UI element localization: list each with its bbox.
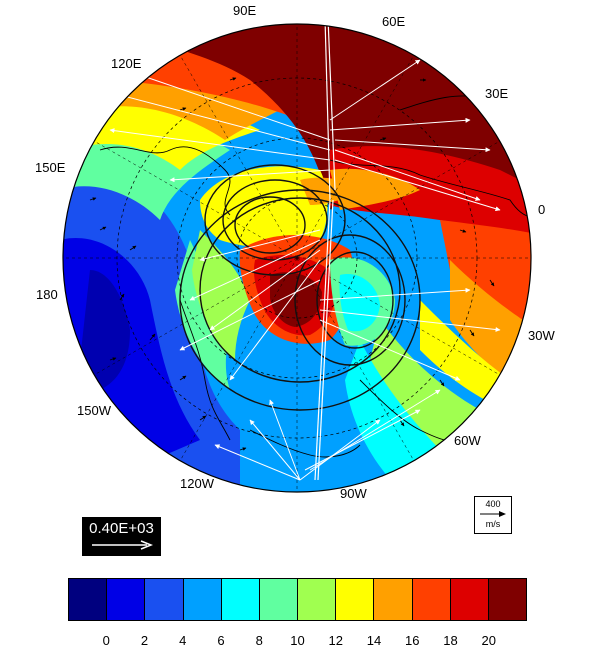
lon-label-60e: 60E	[382, 14, 405, 29]
colorbar-swatch	[336, 579, 374, 620]
colorbar-swatch	[69, 579, 107, 620]
colorbar-swatch	[145, 579, 183, 620]
lon-label-120w: 120W	[180, 476, 214, 491]
colorbar-swatch	[184, 579, 222, 620]
colorbar-tick-label: 12	[324, 633, 348, 648]
colorbar-swatch	[374, 579, 412, 620]
colorbar-tick-label: 6	[209, 633, 233, 648]
colorbar-tick-label: 8	[247, 633, 271, 648]
colorbar-swatch	[489, 579, 526, 620]
colorbar-tick-label: 16	[400, 633, 424, 648]
colorbar-tick-label: 10	[286, 633, 310, 648]
colorbar-tick-label: 0	[94, 633, 118, 648]
colorbar-tick-label: 14	[362, 633, 386, 648]
lon-label-180: 180	[36, 287, 58, 302]
colorbar-tick-label: 4	[171, 633, 195, 648]
scale-vector-box: 0.40E+03	[82, 517, 161, 556]
colorbar-tick-label: 2	[133, 633, 157, 648]
lon-label-90w: 90W	[340, 486, 367, 501]
lon-label-150w: 150W	[77, 403, 111, 418]
colorbar-swatch	[222, 579, 260, 620]
colorbar-tick-label: 18	[439, 633, 463, 648]
colorbar-swatch	[298, 579, 336, 620]
lon-label-120e: 120E	[111, 56, 141, 71]
map-fill	[60, 18, 540, 500]
colorbar-swatch	[451, 579, 489, 620]
reference-vector-box: 400 m/s	[474, 496, 512, 534]
reference-arrow-icon	[479, 510, 507, 518]
lon-label-0: 0	[538, 202, 545, 217]
colorbar-swatch	[107, 579, 145, 620]
scale-vector-label: 0.40E+03	[82, 520, 161, 537]
colorbar	[68, 578, 527, 621]
lon-label-30e: 30E	[485, 86, 508, 101]
reference-vector-unit: m/s	[475, 519, 511, 529]
lon-label-60w: 60W	[454, 433, 481, 448]
lon-label-90e: 90E	[233, 3, 256, 18]
colorbar-swatch	[413, 579, 451, 620]
scale-arrow-icon	[91, 540, 153, 550]
colorbar-tick-label: 20	[477, 633, 501, 648]
lon-label-150e: 150E	[35, 160, 65, 175]
reference-vector-value: 400	[475, 499, 511, 509]
colorbar-swatch	[260, 579, 298, 620]
lon-label-30w: 30W	[528, 328, 555, 343]
